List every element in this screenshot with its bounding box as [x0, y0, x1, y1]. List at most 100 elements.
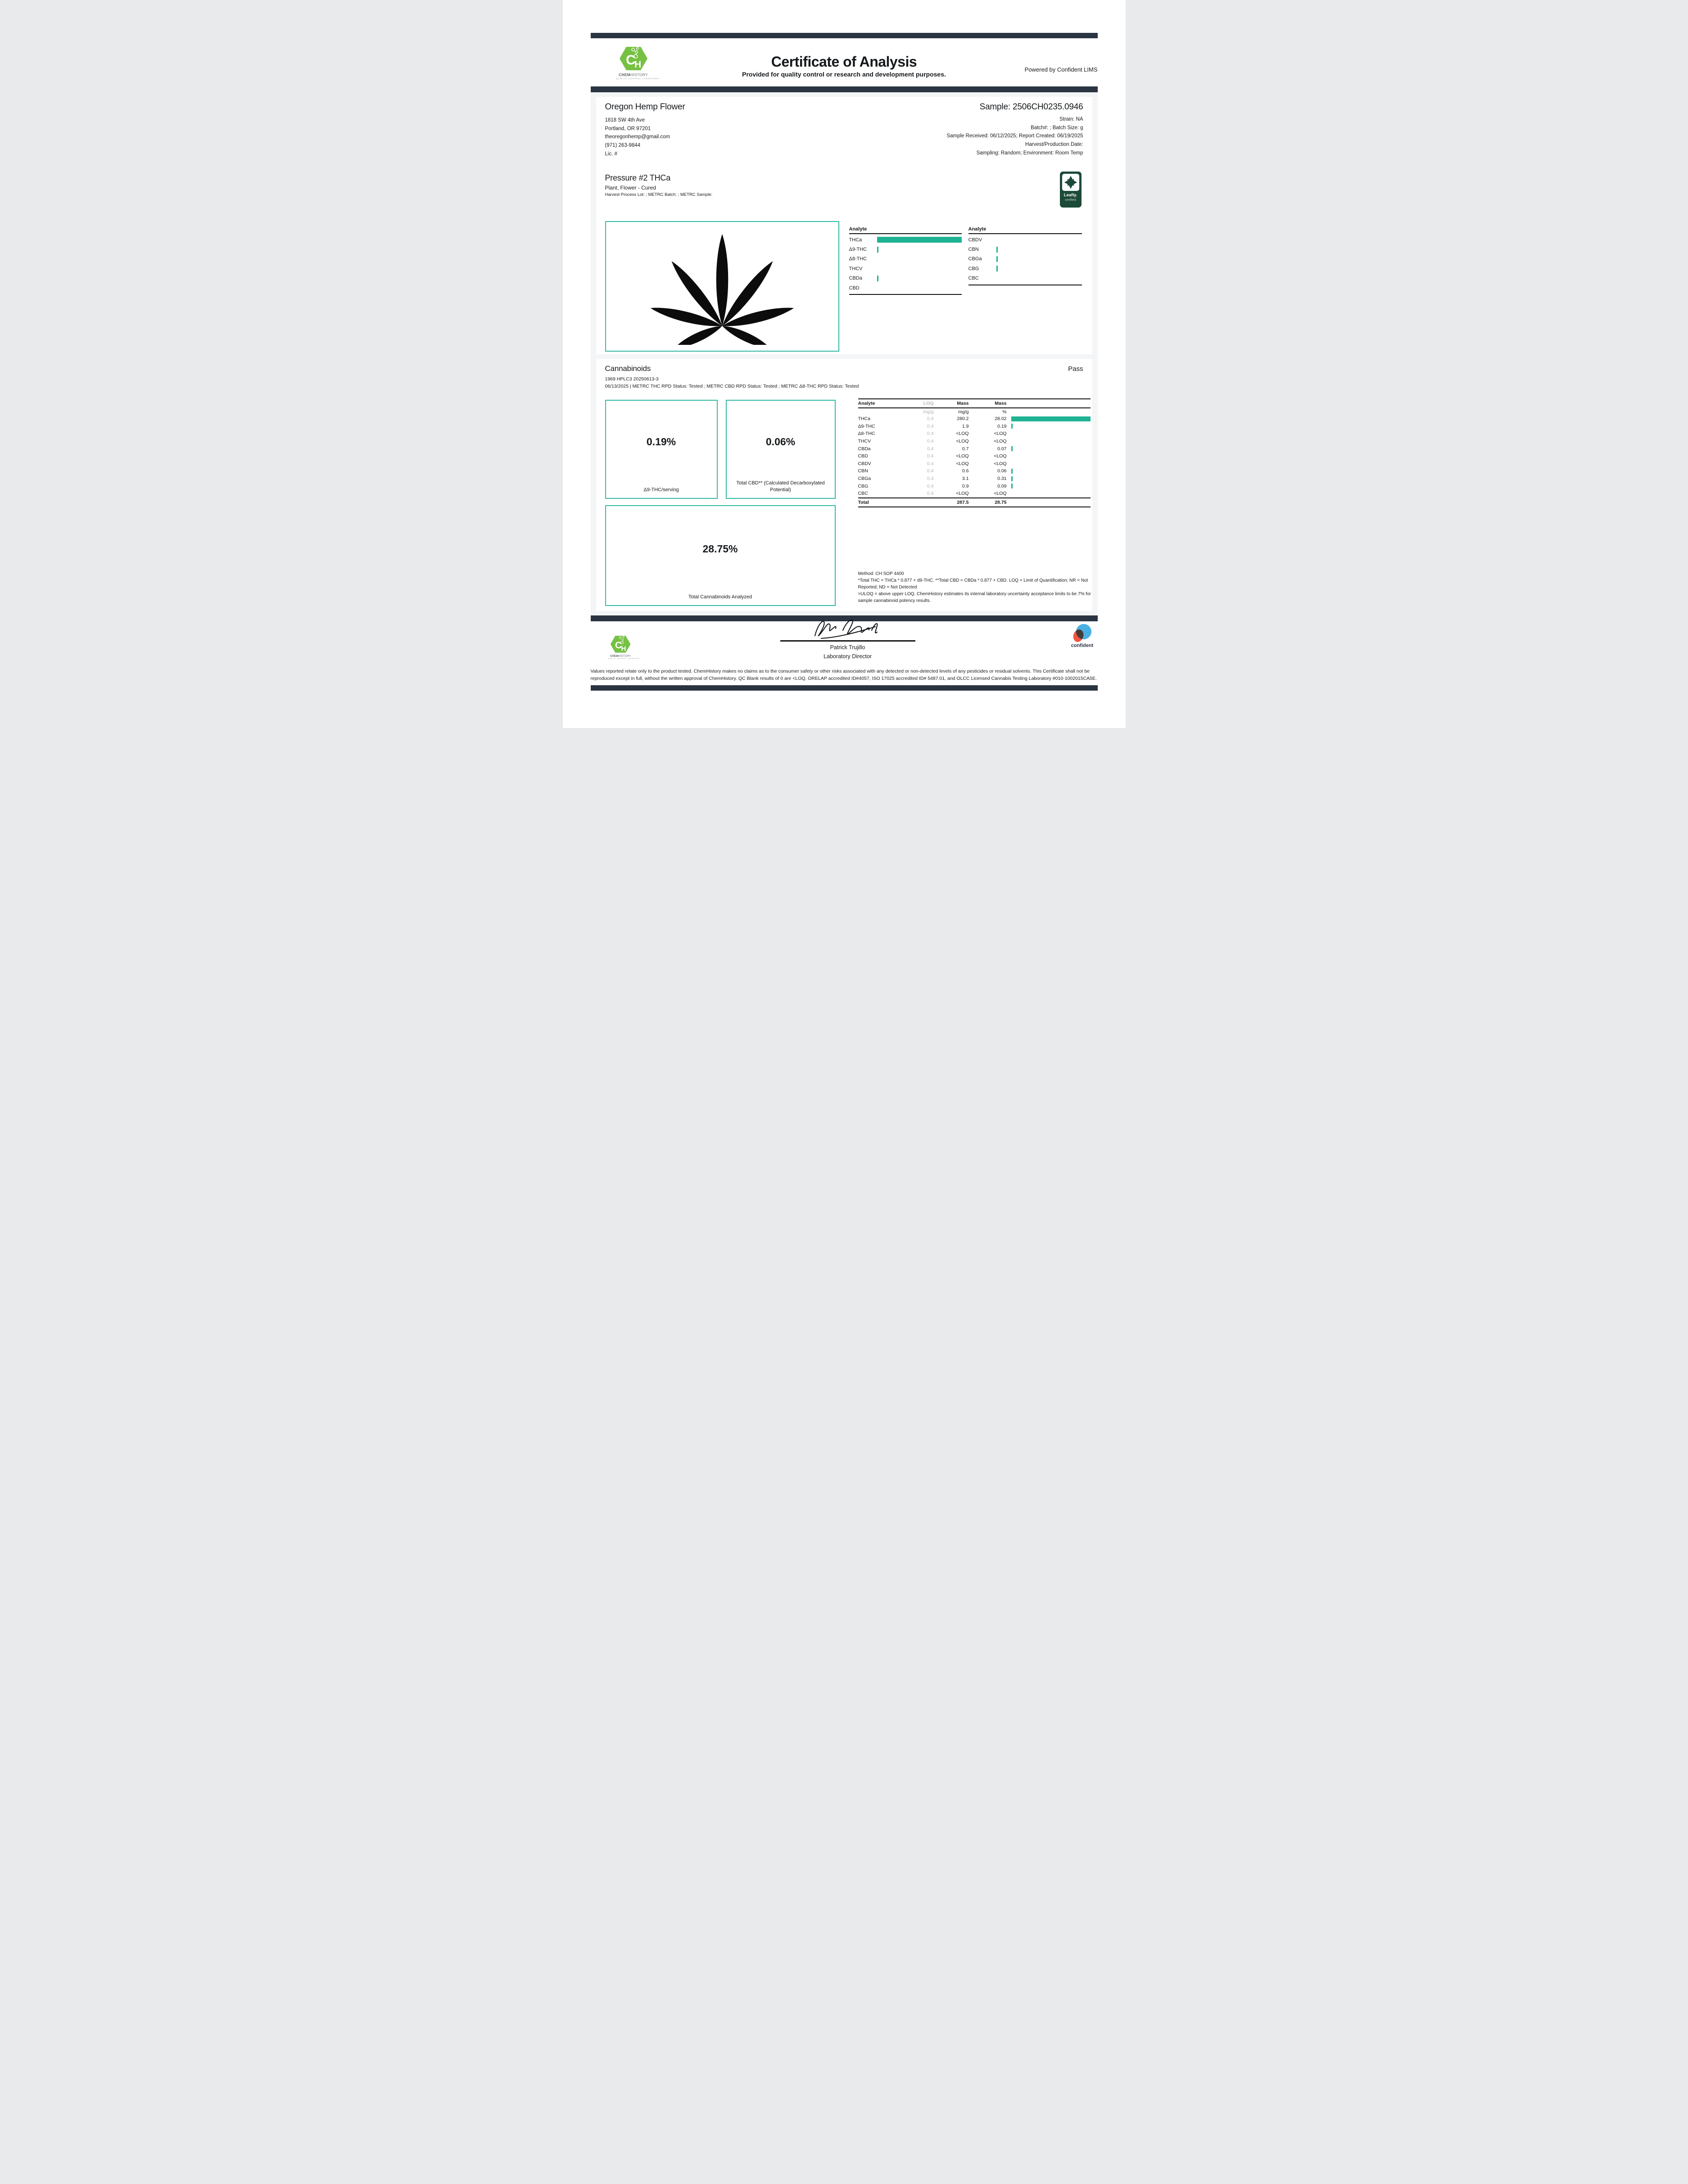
analyte-bar-track: [877, 256, 962, 262]
product-block: Pressure #2 THCa Plant, Flower - Cured H…: [605, 173, 713, 197]
table-row: CBDV 0.4 <LOQ <LOQ: [858, 460, 1091, 468]
column-header-loq: LOQ: [923, 401, 934, 406]
client-license: Lic. #: [605, 151, 618, 157]
result-bar: [1011, 416, 1091, 421]
analyte-bar-track: [877, 275, 962, 281]
analyte-row: THCV: [849, 264, 962, 273]
signature-icon: [814, 619, 878, 639]
page-subtitle: Provided for quality control or research…: [742, 71, 946, 78]
analyte-label: CBD: [849, 285, 860, 291]
cell-analyte: Δ9-THC: [858, 423, 875, 429]
column-header-analyte: Analyte: [858, 401, 875, 406]
table-header-row: Analyte LOQ Mass Mass: [858, 398, 1091, 408]
unit-loq: mg/g: [923, 409, 934, 415]
cell-mass-pct: 0.19: [997, 423, 1007, 429]
method-notes: Method: CH SOP 4400 *Total THC = THCa * …: [858, 570, 1092, 604]
cell-loq: 0.4: [927, 483, 934, 489]
analyte-bar-track: [877, 246, 962, 253]
confident-mark-icon: [1071, 624, 1091, 643]
chemhistory-logo: C H CHEMHISTORY QUALITY CONTROL LABORATO…: [616, 45, 660, 80]
product-name: Pressure #2 THCa: [605, 173, 671, 182]
cell-mass-mgg: 3.1: [962, 476, 969, 482]
method-note-line: *Total THC = THCa * 0.877 + d9-THC. **To…: [858, 578, 1088, 590]
table-row: CBG 0.4 0.9 0.09: [858, 482, 1091, 490]
cell-mass-mgg: 0.7: [962, 446, 969, 452]
cell-mass-pct: <LOQ: [994, 491, 1007, 497]
table-units-row: mg/g mg/g %: [858, 408, 1091, 415]
legal-disclaimer: Values reported relate only to the produ…: [590, 669, 1097, 681]
cell-analyte: CBDa: [858, 446, 871, 452]
analyte-column-header: Analyte: [968, 226, 1082, 234]
sample-harvest-date: Harvest/Production Date:: [1025, 141, 1083, 147]
chemhistory-footer-logo: C H CHEMHISTORY QUALITY CONTROL LABORATO…: [607, 635, 640, 660]
result-bar: [1011, 446, 1013, 452]
analyte-bar: [996, 256, 998, 262]
signature-line: [780, 640, 915, 642]
chemhistory-wordmark: CHEMHISTORY: [610, 654, 631, 658]
table-row: THCV 0.4 <LOQ <LOQ: [858, 438, 1091, 445]
stat-label: Total Cannabinoids Analyzed: [688, 594, 752, 600]
analyte-bar-track: [877, 237, 962, 243]
cell-loq: 0.4: [927, 468, 934, 474]
coa-document: C H CHEMHISTORY QUALITY CONTROL LABORATO…: [562, 0, 1126, 728]
client-address1: 1818 SW 4th Ave: [605, 118, 645, 123]
analyte-label: THCV: [849, 266, 863, 271]
table-row: CBN 0.4 0.6 0.06: [858, 467, 1091, 475]
product-type: Plant, Flower - Cured: [605, 185, 656, 191]
analyte-bar-track: [996, 266, 1082, 272]
page-title: Certificate of Analysis: [771, 54, 917, 70]
top-margin: [563, 0, 1126, 33]
analyte-label: THCa: [849, 237, 862, 243]
cell-mass-mgg: <LOQ: [956, 491, 969, 497]
result-bar: [1011, 424, 1013, 429]
column-header-mass-pct: Mass: [995, 401, 1007, 406]
stat-value: 28.75%: [702, 543, 738, 555]
cell-analyte: THCa: [858, 416, 870, 422]
method-note-line: >ULOQ = above upper LOQ. ChemHistory est…: [858, 592, 1091, 603]
analyte-column-header: Analyte: [849, 226, 962, 234]
svg-text:H: H: [634, 59, 641, 70]
sample-received: Sample Received: 06/12/2025; Report Crea…: [946, 133, 1083, 139]
sample-strain: Strain: NA: [1059, 117, 1083, 122]
chemhistory-tagline: QUALITY CONTROL LABORATORY: [607, 658, 640, 660]
section-title: Cannabinoids: [605, 364, 651, 373]
signatory-name: Patrick Trujillo: [830, 644, 865, 651]
bottom-navy-bar: [590, 685, 1098, 691]
product-lots: Harvest Process Lot: ; METRC Batch: ; ME…: [605, 192, 713, 197]
client-email: theoregonhemp@gmail.com: [605, 134, 670, 140]
analyte-bar: [996, 266, 998, 272]
analyte-label: CBN: [968, 247, 979, 253]
analyte-row: CBGa: [968, 254, 1082, 264]
total-mass-pct: 28.75: [995, 499, 1007, 505]
analyte-label: CBGa: [968, 256, 982, 262]
analyte-rows-right: CBDV CBN CBGa: [968, 234, 1082, 285]
result-bar: [1011, 476, 1013, 481]
analyte-label: Δ8-THC: [849, 256, 867, 262]
analyte-label: CBDV: [968, 237, 982, 243]
analyte-bar-track: [996, 276, 1082, 281]
analyte-row: THCa: [849, 235, 962, 244]
stat-label: Total CBD** (Calculated Decarboxylated P…: [736, 480, 825, 493]
results-table: Analyte LOQ Mass Mass mg/g mg/g %: [858, 398, 1091, 507]
confident-logo: confident: [1068, 624, 1097, 648]
run-line: 1969 HPLC3 20250613-3: [605, 376, 659, 382]
cell-analyte: CBD: [858, 453, 868, 459]
analyte-chart-left-column: Analyte THCa Δ9-THC: [849, 226, 962, 295]
cell-analyte: CBN: [858, 468, 868, 474]
analyte-row: CBC: [968, 274, 1082, 283]
footer-navy-bar: [590, 615, 1098, 621]
cell-mass-mgg: <LOQ: [956, 431, 969, 437]
cell-loq: 0.4: [927, 423, 934, 429]
cell-mass-mgg: 0.6: [962, 468, 969, 474]
leafly-brand: Leafly.: [1063, 193, 1077, 198]
stat-value: 0.19%: [646, 436, 676, 448]
leafly-star-icon: [1062, 174, 1079, 191]
cell-mass-mgg: 0.9: [962, 483, 969, 489]
result-bar: [1011, 484, 1013, 489]
cell-bar-track: [1007, 468, 1091, 474]
analyte-bar-chart: Analyte THCa Δ9-THC: [849, 226, 1082, 295]
status-badge: Pass: [1068, 365, 1083, 373]
cell-bar-track: [1007, 476, 1091, 481]
cell-mass-mgg: <LOQ: [956, 439, 969, 444]
cell-bar-track: [1007, 416, 1091, 421]
